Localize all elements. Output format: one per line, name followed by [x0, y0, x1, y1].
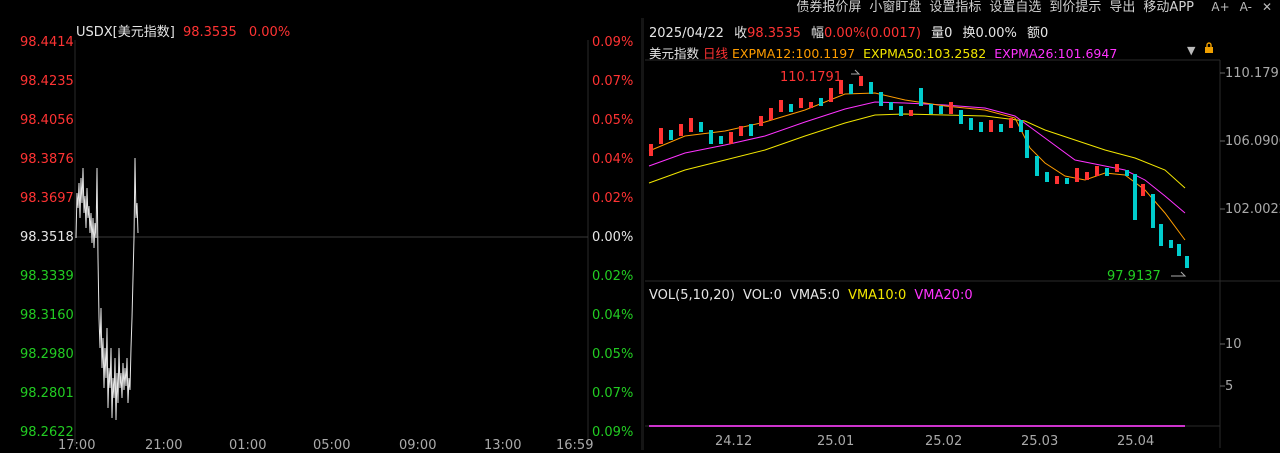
close-value: 98.3535 [747, 26, 801, 41]
symbol-name: USDX[美元指数] [76, 25, 175, 40]
price-axis-label: 98.4056 [20, 113, 74, 128]
percent-axis-label: 0.09% [592, 35, 634, 50]
price-axis-label: 98.3339 [20, 269, 74, 284]
date-axis-label: 25.01 [817, 434, 855, 449]
vma20-value: VMA20:0 [914, 288, 973, 303]
period-selector[interactable]: 日线 [703, 46, 729, 61]
time-axis-label: 21:00 [145, 438, 183, 453]
vol-value: VOL:0 [743, 288, 782, 303]
percent-axis-label: 0.05% [592, 113, 634, 128]
amount-label: 额 [1027, 26, 1041, 41]
price-axis-label: 98.2622 [20, 425, 74, 440]
menu-export[interactable]: 导出 [1109, 0, 1136, 15]
range-value: 0.00%(0.0017) [824, 26, 921, 41]
kline-info-bar: 2025/04/22 收98.3535 幅0.00%(0.0017) 量0 换0… [649, 22, 1048, 41]
lock-icon[interactable] [1204, 42, 1214, 54]
font-size-controls: A+ A- ✕ [1211, 0, 1272, 14]
ema50-value: EXPMA50:103.2582 [863, 46, 987, 61]
intraday-price-line [75, 157, 139, 421]
volume-indicator-bar: VOL(5,10,20) VOL:0 VMA5:0 VMA10:0 VMA20:… [649, 288, 973, 303]
percent-axis-label: 0.07% [592, 386, 634, 401]
dropdown-triangle-icon[interactable]: ▼ [1187, 44, 1196, 57]
font-decrease-button[interactable]: A- [1239, 0, 1252, 14]
close-icon[interactable]: ✕ [1261, 0, 1272, 14]
date-axis-label: 25.04 [1117, 434, 1155, 449]
kline-plot [645, 59, 1280, 448]
high-marker-arrow [851, 69, 861, 75]
font-increase-button[interactable]: A+ [1211, 0, 1230, 14]
range-label: 幅 [811, 26, 825, 41]
time-axis-label: 16:59 [556, 438, 594, 453]
ema26-value: EXPMA26:101.6947 [994, 46, 1118, 61]
percent-axis-label: 0.00% [592, 230, 634, 245]
price-axis-label: 98.3160 [20, 308, 74, 323]
price-axis-label: 98.3518 [20, 230, 74, 245]
percent-axis-label: 0.02% [592, 191, 634, 206]
top-menu: 债券报价屏 小窗盯盘 设置指标 设置自选 到价提示 导出 移动APP [796, 0, 1194, 15]
date-axis-label: 24.12 [715, 434, 753, 449]
menu-set-watchlist[interactable]: 设置自选 [989, 0, 1042, 15]
price-axis-label: 98.3697 [20, 191, 74, 206]
last-price: 98.3535 [182, 25, 237, 40]
percent-axis-label: 0.04% [592, 152, 634, 167]
turnover-value: 0.00% [975, 26, 1017, 41]
indicator-symbol: 美元指数 [649, 46, 700, 61]
time-axis-label: 05:00 [313, 438, 351, 453]
time-axis-label: 17:00 [58, 438, 96, 453]
change-percent: 0.00% [248, 25, 291, 40]
intraday-plot [74, 40, 589, 446]
panel-divider[interactable] [641, 18, 644, 450]
date-axis-label: 25.03 [1021, 434, 1059, 449]
low-marker-arrow [1171, 271, 1187, 277]
percent-axis-label: 0.04% [592, 308, 634, 323]
volume-label: 量 [931, 26, 945, 41]
ema12-value: EXPMA12:100.1197 [732, 46, 856, 61]
intraday-chart-panel[interactable]: USDX[美元指数] 98.3535 0.00% 98.4414 98.4235… [0, 18, 640, 453]
price-axis-label: 98.2801 [20, 386, 74, 401]
price-axis-label: 98.4414 [20, 35, 74, 50]
time-axis-label: 09:00 [399, 438, 437, 453]
menu-price-alert[interactable]: 到价提示 [1049, 0, 1102, 15]
menu-bond-quote-screen[interactable]: 债券报价屏 [796, 0, 862, 15]
menu-mobile-app[interactable]: 移动APP [1143, 0, 1194, 15]
top-toolbar: 债券报价屏 小窗盯盘 设置指标 设置自选 到价提示 导出 移动APP A+ A-… [0, 0, 1280, 18]
kline-chart-panel[interactable]: 2025/04/22 收98.3535 幅0.00%(0.0017) 量0 换0… [645, 18, 1280, 450]
menu-mini-window[interactable]: 小窗盯盘 [869, 0, 922, 15]
volume-axis-label: 5 [1225, 379, 1234, 394]
date-axis-label: 25.02 [925, 434, 963, 449]
amount-value: 0 [1040, 26, 1049, 41]
turnover-label: 换 [962, 26, 976, 41]
percent-axis-label: 0.09% [592, 425, 634, 440]
time-axis-label: 01:00 [229, 438, 267, 453]
low-marker-label: 97.9137 [1107, 269, 1161, 284]
kline-price-axis-label: 102.0022 [1225, 202, 1280, 217]
menu-set-indicator[interactable]: 设置指标 [929, 0, 982, 15]
ema26-line [648, 101, 1186, 214]
ema50-line [648, 113, 1186, 189]
price-axis-label: 98.4235 [20, 74, 74, 89]
volume-indicator-name: VOL(5,10,20) [649, 288, 735, 303]
kline-price-axis-label: 110.1791 [1225, 66, 1280, 81]
price-axis-label: 98.2980 [20, 347, 74, 362]
volume-axis-label: 10 [1225, 337, 1242, 352]
percent-axis-label: 0.05% [592, 347, 634, 362]
bar-date: 2025/04/22 [649, 26, 724, 41]
kline-indicator-bar: 美元指数 日线 EXPMA12:100.1197 EXPMA50:103.258… [649, 43, 1117, 62]
price-axis-label: 98.3876 [20, 152, 74, 167]
vma5-value: VMA5:0 [789, 288, 840, 303]
high-marker-label: 110.1791 [780, 70, 843, 85]
percent-axis-label: 0.07% [592, 74, 634, 89]
vma10-value: VMA10:0 [848, 288, 907, 303]
ema12-line [648, 92, 1186, 241]
time-axis-label: 13:00 [484, 438, 522, 453]
kline-price-axis-label: 106.0906 [1225, 134, 1280, 149]
close-label: 收 [734, 26, 748, 41]
intraday-header: USDX[美元指数] 98.3535 0.00% [76, 21, 290, 40]
volume-value: 0 [944, 26, 953, 41]
candlesticks [649, 76, 1189, 268]
percent-axis-label: 0.02% [592, 269, 634, 284]
